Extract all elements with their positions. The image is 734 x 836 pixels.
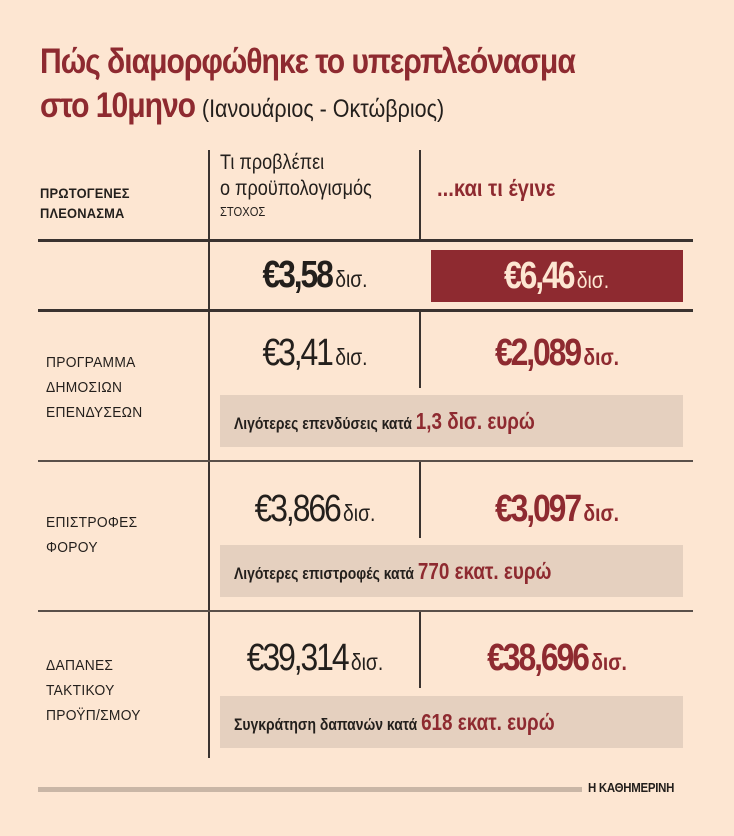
surplus-target: €3,58 δισ. xyxy=(227,250,403,308)
actual-value: €3,097 xyxy=(494,488,582,530)
row-note: Συγκράτηση δαπανών κατά 618 εκατ. ευρώ xyxy=(234,709,555,736)
row-label-line: ΔΑΠΑΝΕΣ xyxy=(46,657,114,674)
row-label-line: ΕΠΙΣΤΡΟΦΕΣ xyxy=(46,514,138,531)
actual-unit: δισ. xyxy=(591,649,627,675)
header-row-label: ΠΡΩΤΟΓΕΝΕΣ ΠΛΕΟΝΑΣΜΑ xyxy=(40,183,130,223)
note-highlight: 770 εκατ. ευρώ xyxy=(417,557,552,584)
header-row-label-line2: ΠΛΕΟΝΑΣΜΑ xyxy=(40,205,125,221)
surplus-target-value: €3,58 xyxy=(262,254,333,296)
target-value: €39,314 xyxy=(246,637,350,679)
title-months: (Ιανουάριος - Οκτώβριος) xyxy=(201,95,445,123)
note-text: Λιγότερες επενδύσεις κατά xyxy=(234,413,412,433)
surplus-target-unit: δισ. xyxy=(335,266,368,292)
header-actual-column: ...και τι έγινε xyxy=(437,175,556,201)
column-divider-2-row1 xyxy=(419,310,421,388)
row-line-surplus xyxy=(38,309,693,312)
source-brand: Η ΚΑΘΗΜΕΡΙΝΗ xyxy=(588,780,675,795)
row-target: €3,866 δισ. xyxy=(227,484,403,542)
row-label-line: ΤΑΚΤΙΚΟΥ xyxy=(46,682,115,699)
surplus-actual-value: €6,46 xyxy=(504,254,575,297)
row-line-header xyxy=(38,239,693,242)
infographic-subtitle: στο 10μηνο (Ιανουάριος - Οκτώβριος) xyxy=(40,86,444,126)
target-unit: δισ. xyxy=(335,344,368,370)
actual-unit: δισ. xyxy=(583,500,620,526)
row-label-line: ΔΗΜΟΣΙΩΝ xyxy=(46,379,123,396)
row-note-box: Λιγότερες επενδύσεις κατά 1,3 δισ. ευρώ xyxy=(220,395,683,447)
row-label-line: ΦΟΡΟΥ xyxy=(46,539,98,556)
row-line-2 xyxy=(38,610,693,612)
infographic-title: Πώς διαμορφώθηκε το υπερπλεόνασμα xyxy=(40,42,576,81)
row-line-1 xyxy=(38,460,693,462)
header-budget-line2: ο προϋπολογισμός xyxy=(220,177,372,200)
column-divider-2-header xyxy=(419,150,421,240)
header-budget-sub: ΣΤΟΧΟΣ xyxy=(220,204,266,219)
note-highlight: 618 εκατ. ευρώ xyxy=(421,708,555,735)
actual-value: €38,696 xyxy=(487,637,590,679)
title-period: στο 10μηνο xyxy=(40,86,196,125)
surplus-actual: €6,46 δισ. xyxy=(504,255,609,298)
row-label-line: ΠΡΟΓΡΑΜΜΑ xyxy=(46,354,136,371)
footer-divider xyxy=(38,787,582,792)
target-unit: δισ. xyxy=(343,500,376,526)
note-text: Συγκράτηση δαπανών κατά xyxy=(234,714,418,734)
header-budget-column: Τι προβλέπει ο προϋπολογισμός ΣΤΟΧΟΣ xyxy=(220,150,372,222)
column-divider-2-row2 xyxy=(419,460,421,538)
row-target: €3,41 δισ. xyxy=(227,328,403,386)
row-note: Λιγότερες επενδύσεις κατά 1,3 δισ. ευρώ xyxy=(234,408,535,435)
target-value: €3,866 xyxy=(254,488,342,530)
row-label-public-investment: ΠΡΟΓΡΑΜΜΑ ΔΗΜΟΣΙΩΝ ΕΠΕΝΔΥΣΕΩΝ xyxy=(46,350,143,425)
row-label-line: ΕΠΕΝΔΥΣΕΩΝ xyxy=(46,404,143,421)
actual-value: €2,089 xyxy=(494,332,582,374)
row-note-box: Συγκράτηση δαπανών κατά 618 εκατ. ευρώ xyxy=(220,696,683,748)
row-label-tax-refunds: ΕΠΙΣΤΡΟΦΕΣ ΦΟΡΟΥ xyxy=(46,510,137,560)
column-divider-1 xyxy=(208,150,210,758)
row-actual: €38,696 δισ. xyxy=(443,633,671,691)
row-note-box: Λιγότερες επιστροφές κατά 770 εκατ. ευρώ xyxy=(220,545,683,597)
row-label-regular-budget-expenses: ΔΑΠΑΝΕΣ ΤΑΚΤΙΚΟΥ ΠΡΟΫΠ/ΣΜΟΥ xyxy=(46,653,141,728)
surplus-actual-box: €6,46 δισ. xyxy=(431,250,683,302)
header-budget-line1: Τι προβλέπει xyxy=(220,151,325,174)
surplus-actual-unit: δισ. xyxy=(577,266,610,293)
note-highlight: 1,3 δισ. ευρώ xyxy=(415,407,535,434)
row-actual: €2,089 δισ. xyxy=(443,328,671,386)
target-unit: δισ. xyxy=(350,649,384,675)
target-value: €3,41 xyxy=(262,332,333,374)
row-actual: €3,097 δισ. xyxy=(443,484,671,542)
actual-unit: δισ. xyxy=(583,344,620,370)
row-label-line: ΠΡΟΫΠ/ΣΜΟΥ xyxy=(46,707,141,724)
note-text: Λιγότερες επιστροφές κατά xyxy=(234,563,414,583)
row-note: Λιγότερες επιστροφές κατά 770 εκατ. ευρώ xyxy=(234,558,551,585)
header-row-label-line1: ΠΡΩΤΟΓΕΝΕΣ xyxy=(40,185,130,201)
column-divider-2-row3 xyxy=(419,610,421,688)
row-target: €39,314 δισ. xyxy=(227,633,403,691)
